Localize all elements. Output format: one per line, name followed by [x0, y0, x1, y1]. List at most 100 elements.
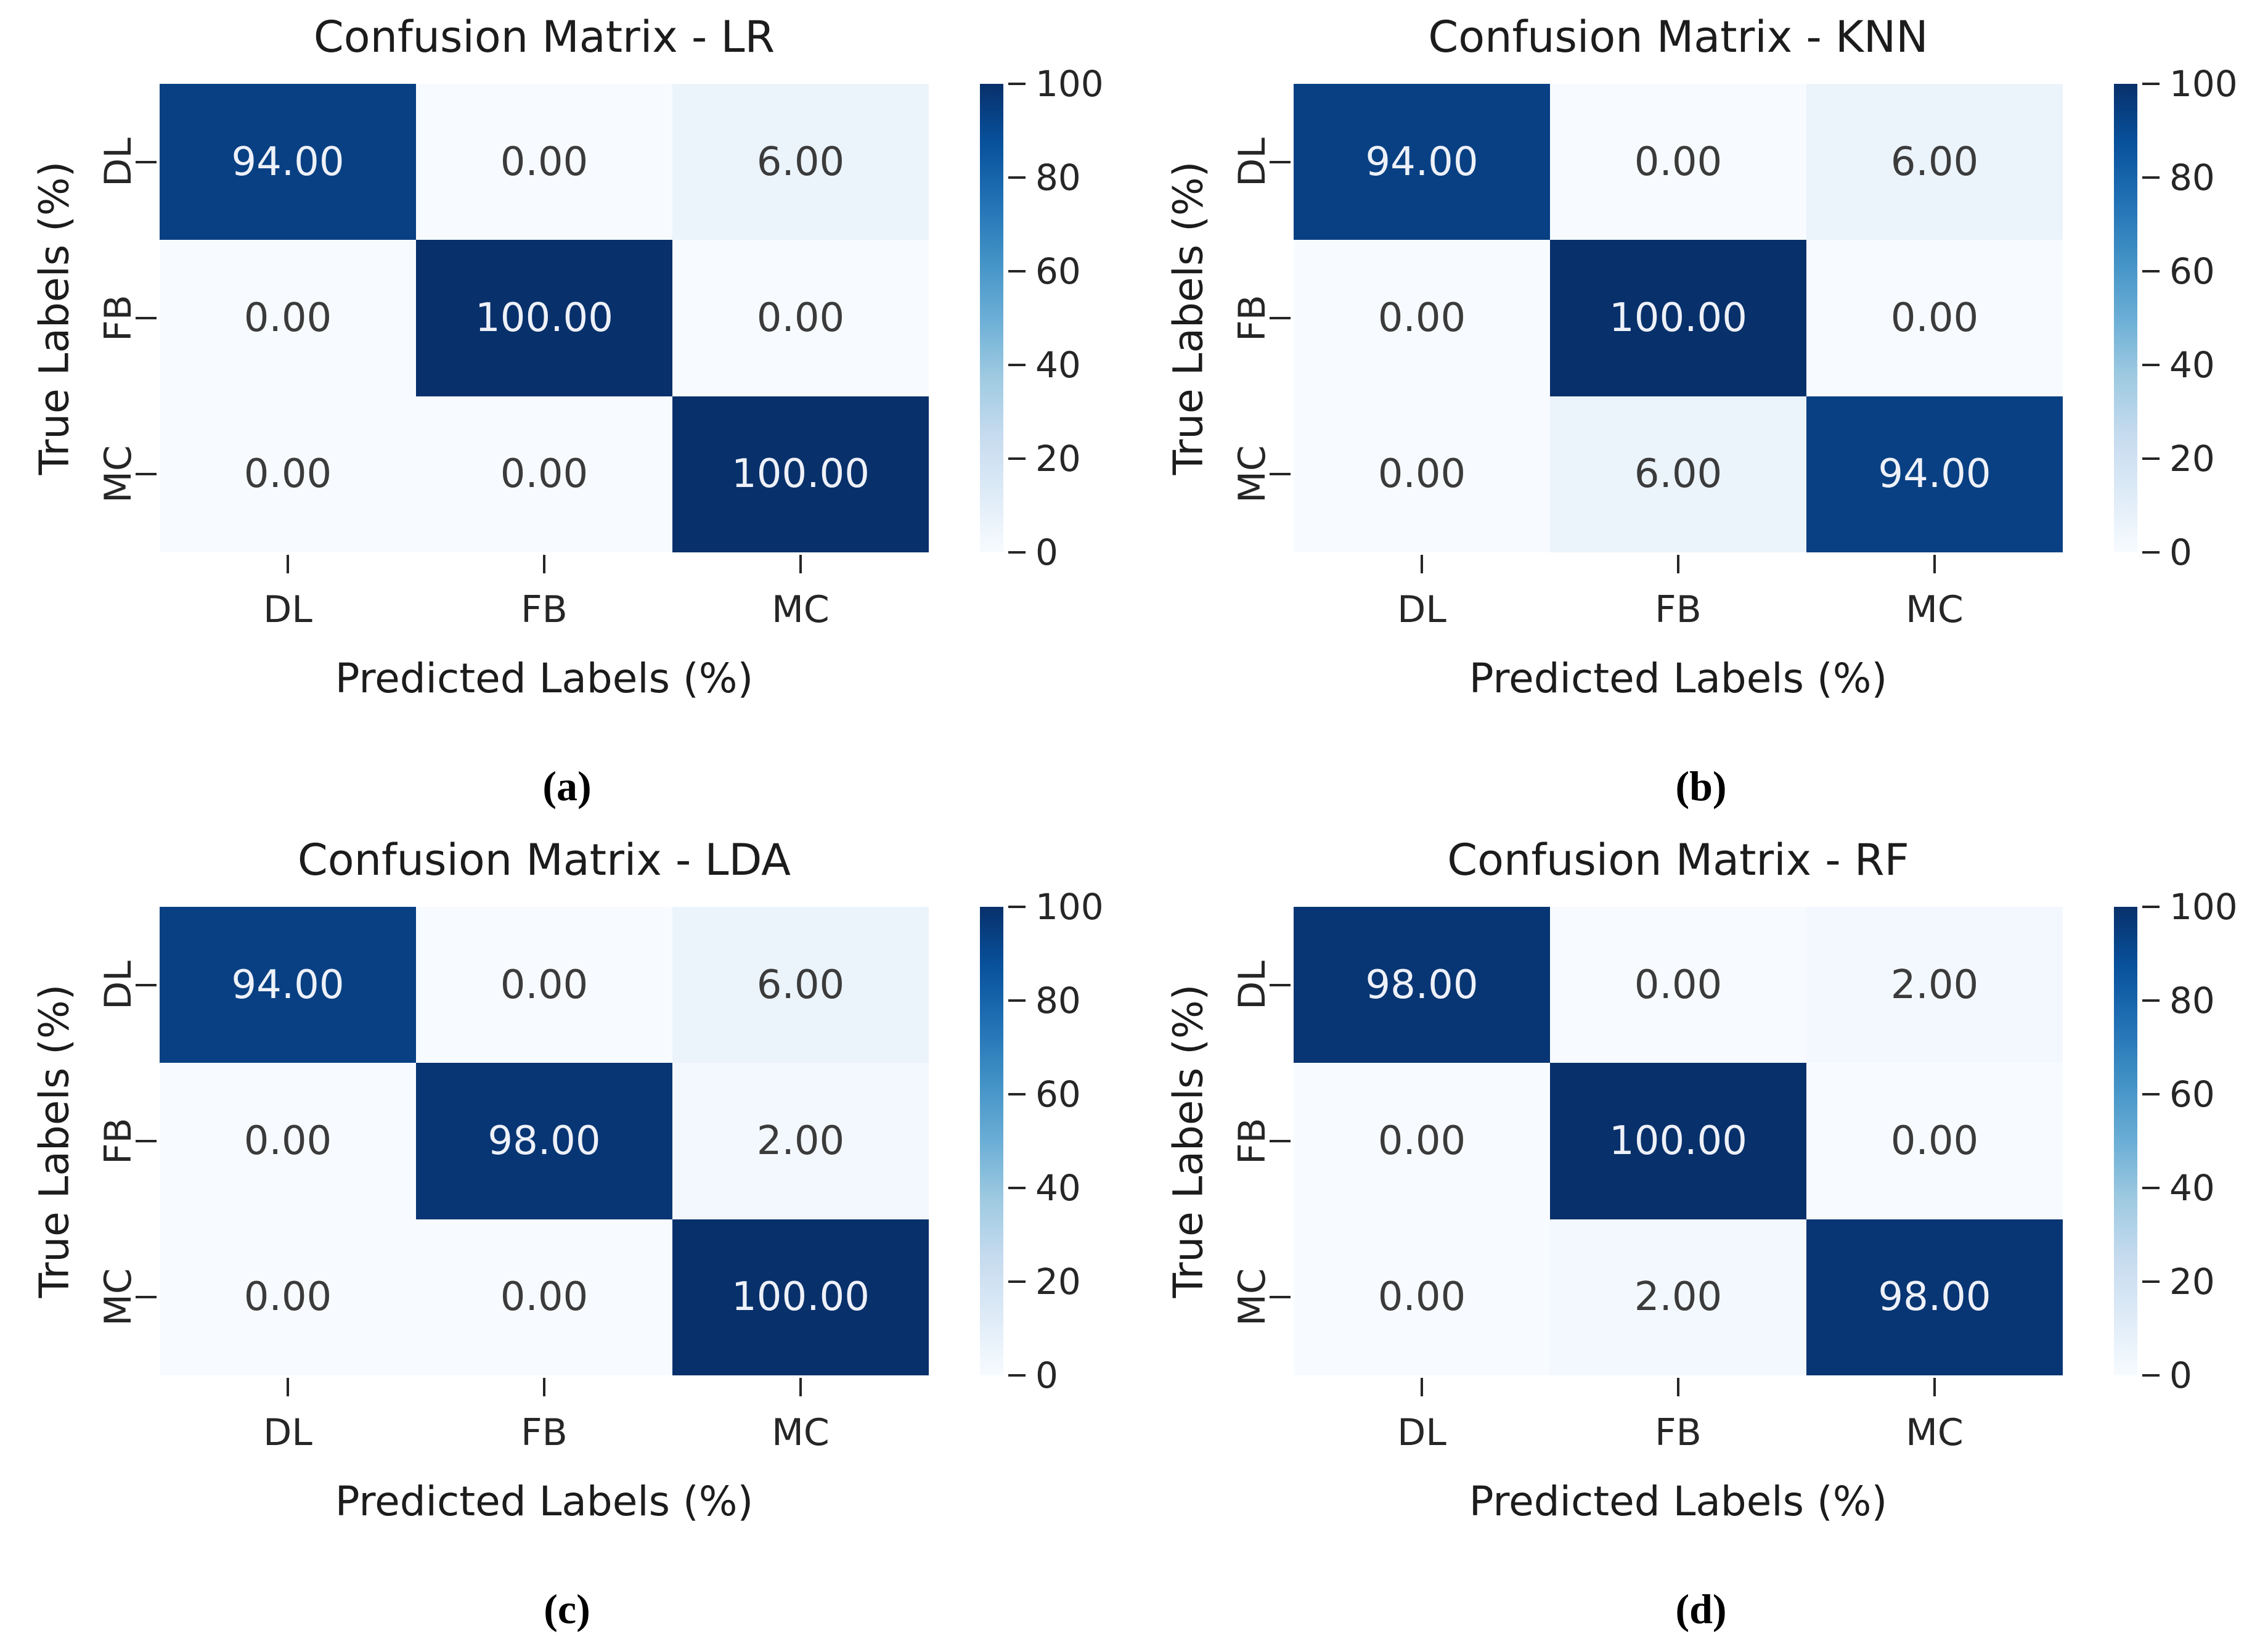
colorbar-tick-mark	[2142, 1093, 2160, 1095]
heatmap-cell: 6.00	[672, 84, 929, 240]
heatmap-cell: 2.00	[1550, 1219, 1806, 1375]
colorbar-tick-label: 60	[2169, 1073, 2215, 1115]
colorbar-tick-mark	[2142, 1374, 2160, 1377]
x-tick-label: DL	[263, 1411, 312, 1454]
heatmap-grid: 94.00 0.00 6.00 0.00 100.00 0.00 0.00 6.00 94.00	[1294, 84, 2063, 552]
heatmap-cell: 2.00	[672, 1063, 929, 1219]
colorbar-tick-mark	[1008, 364, 1026, 366]
heatmap-cell: 6.00	[1550, 396, 1806, 552]
y-tick-mark	[1270, 1296, 1291, 1299]
x-tick-label: MC	[1906, 588, 1964, 631]
colorbar-tick-mark	[1008, 176, 1026, 179]
x-tick-label: FB	[1655, 1411, 1702, 1454]
colorbar-tick-mark	[2142, 906, 2160, 908]
colorbar: 0 20 40 60 80 100	[2114, 886, 2268, 1396]
heatmap-cell: 0.00	[1294, 396, 1550, 552]
y-tick-mark	[1270, 160, 1291, 163]
colorbar-tick-mark	[1008, 1093, 1026, 1095]
x-tick-mark	[287, 555, 289, 573]
heatmap-cell: 98.00	[1294, 907, 1550, 1063]
y-tick-label: FB	[97, 295, 140, 342]
colorbar-tick-mark	[1008, 906, 1026, 908]
colorbar-tick-mark	[2142, 999, 2160, 1002]
y-tick-label: FB	[1231, 295, 1274, 342]
colorbar-tick-mark	[1008, 270, 1026, 272]
heatmap-grid: 94.00 0.00 6.00 0.00 100.00 0.00 0.00 0.00 100.0…	[160, 84, 929, 552]
y-tick-mark	[136, 1140, 157, 1142]
heatmap-cell: 0.00	[416, 907, 672, 1063]
x-tick-mark	[1677, 1378, 1679, 1396]
x-tick-mark	[1933, 555, 1936, 573]
x-axis-label: Predicted Labels (%)	[335, 655, 754, 702]
x-axis-label: Predicted Labels (%)	[335, 1478, 754, 1525]
heatmap-cell: 94.00	[160, 907, 416, 1063]
colorbar-gradient	[980, 907, 1003, 1375]
colorbar-tick-label: 100	[1035, 63, 1104, 105]
x-tick-label: MC	[1906, 1411, 1964, 1454]
subplot-a: Confusion Matrix - LR True Labels (%) 94…	[0, 0, 1134, 823]
y-tick-mark	[136, 317, 157, 319]
y-tick-mark	[1270, 317, 1291, 319]
heatmap-cell: 0.00	[1294, 240, 1550, 396]
colorbar-tick-mark	[2142, 1280, 2160, 1283]
colorbar-tick-label: 80	[2169, 157, 2215, 199]
plot-title: Confusion Matrix - LDA	[297, 835, 791, 885]
x-tick-mark	[543, 1378, 545, 1396]
colorbar-tick-label: 20	[2169, 1261, 2215, 1303]
x-tick-label: DL	[263, 588, 312, 631]
colorbar-tick-label: 20	[2169, 438, 2215, 480]
heatmap-grid: 98.00 0.00 2.00 0.00 100.00 0.00 0.00 2.00 98.00	[1294, 907, 2063, 1375]
plot-title: Confusion Matrix - KNN	[1428, 12, 1928, 62]
heatmap-cell: 0.00	[1294, 1063, 1550, 1219]
colorbar-tick-mark	[1008, 457, 1026, 460]
heatmap-cell: 6.00	[672, 907, 929, 1063]
colorbar-tick-label: 40	[2169, 1167, 2215, 1209]
x-tick-mark	[1677, 555, 1679, 573]
heatmap-cell: 94.00	[1294, 84, 1550, 240]
x-tick-label: MC	[772, 588, 830, 631]
subplot-c: Confusion Matrix - LDA True Labels (%) 9…	[0, 823, 1134, 1646]
x-tick-label: FB	[521, 1411, 568, 1454]
colorbar-gradient	[2114, 907, 2137, 1375]
x-tick-mark	[1421, 555, 1423, 573]
x-axis-label: Predicted Labels (%)	[1469, 1478, 1888, 1525]
x-tick-mark	[799, 1378, 802, 1396]
y-tick-mark	[136, 473, 157, 476]
y-tick-label: DL	[1231, 960, 1274, 1010]
y-tick-mark	[136, 160, 157, 163]
x-tick-mark	[543, 555, 545, 573]
colorbar-tick-label: 80	[1035, 157, 1081, 199]
x-axis-label: Predicted Labels (%)	[1469, 655, 1888, 702]
y-tick-label: MC	[1231, 445, 1274, 504]
colorbar-tick-label: 20	[1035, 438, 1081, 480]
heatmap-cell: 0.00	[160, 396, 416, 552]
colorbar-tick-mark	[1008, 551, 1026, 554]
y-tick-label: DL	[97, 960, 140, 1010]
colorbar-tick-label: 20	[1035, 1261, 1081, 1303]
heatmap-grid: 94.00 0.00 6.00 0.00 98.00 2.00 0.00 0.00 100.00	[160, 907, 929, 1375]
colorbar-tick-label: 100	[2169, 886, 2238, 928]
heatmap-cell: 100.00	[672, 1219, 929, 1375]
plot-title: Confusion Matrix - LR	[313, 12, 775, 62]
y-tick-mark	[136, 1296, 157, 1299]
x-tick-label: DL	[1397, 1411, 1446, 1454]
colorbar-tick-mark	[2142, 1187, 2160, 1189]
subplot-b: Confusion Matrix - KNN True Labels (%) 9…	[1134, 0, 2268, 823]
y-tick-label: MC	[1231, 1268, 1274, 1327]
colorbar-tick-label: 40	[1035, 344, 1081, 386]
heatmap-cell: 0.00	[1550, 907, 1806, 1063]
colorbar-tick-mark	[2142, 270, 2160, 272]
heatmap-cell: 100.00	[672, 396, 929, 552]
panel-caption: (c)	[544, 1586, 590, 1632]
colorbar-tick-mark	[1008, 83, 1026, 85]
heatmap-cell: 0.00	[160, 1063, 416, 1219]
heatmap-cell: 0.00	[1806, 1063, 2063, 1219]
colorbar-tick-label: 40	[1035, 1167, 1081, 1209]
y-tick-label: FB	[97, 1118, 140, 1165]
heatmap-cell: 98.00	[1806, 1219, 2063, 1375]
y-axis-label: True Labels (%)	[30, 984, 78, 1298]
x-tick-label: FB	[521, 588, 568, 631]
heatmap-cell: 0.00	[160, 240, 416, 396]
x-tick-mark	[1421, 1378, 1423, 1396]
